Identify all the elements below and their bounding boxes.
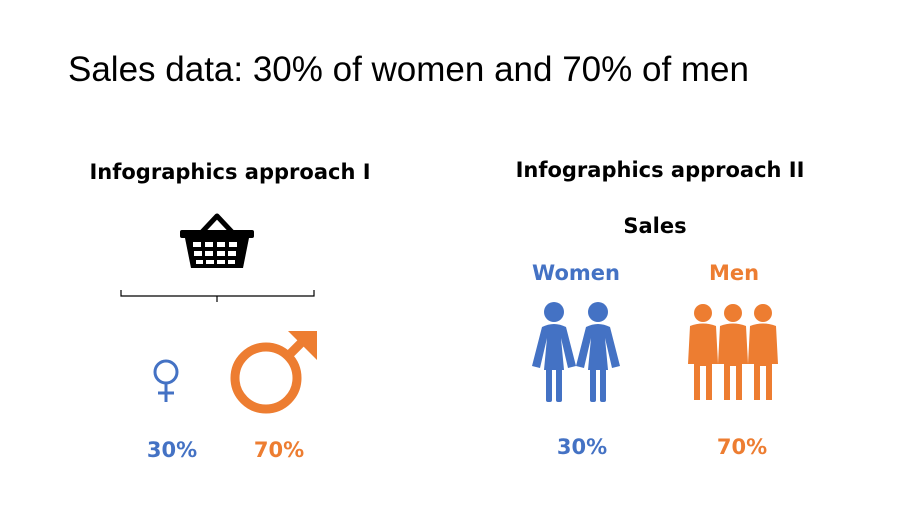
women-figures-icon <box>532 302 620 402</box>
women-percent-label: 30% <box>146 438 198 462</box>
women-percent-label-2: 30% <box>556 435 608 459</box>
men-percent-label-2: 70% <box>716 435 768 459</box>
approach1-heading: Infographics approach I <box>89 160 371 184</box>
men-figures-icon <box>688 304 778 400</box>
women-category-label: Women <box>532 261 620 285</box>
bracket-line <box>120 290 315 302</box>
basket-icon <box>180 213 254 268</box>
approach2-heading: Infographics approach II <box>515 158 805 182</box>
men-category-label: Men <box>708 261 760 285</box>
approach2-subheading: Sales <box>623 214 687 238</box>
female-symbol-icon <box>153 359 179 402</box>
page-title: Sales data: 30% of women and 70% of men <box>68 50 749 89</box>
male-symbol-icon <box>230 331 317 414</box>
men-percent-label: 70% <box>253 438 305 462</box>
